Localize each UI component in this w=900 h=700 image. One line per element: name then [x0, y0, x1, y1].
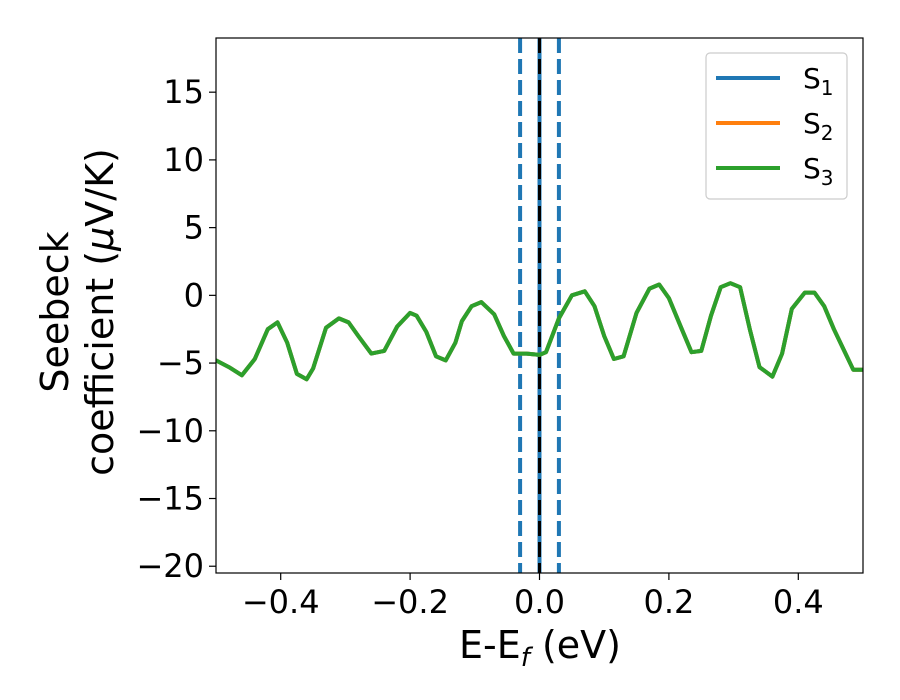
y-tick-label: −10 — [136, 412, 204, 450]
legend: S1 S2 S3 — [705, 52, 848, 200]
reference-lines — [518, 38, 561, 573]
y-tick-label: −20 — [136, 547, 204, 585]
legend-box — [705, 52, 848, 200]
x-tick-label: −0.2 — [371, 583, 449, 621]
y-axis-label-line1: Seebeck — [33, 231, 77, 392]
x-axis: −0.4 −0.2 0.0 0.2 0.4 — [242, 573, 824, 621]
y-tick-label: −5 — [157, 344, 204, 382]
x-axis-label: E-Ef (eV) — [459, 623, 621, 673]
y-axis: 15 10 5 0 −5 −10 −15 −20 — [136, 73, 216, 585]
x-axis-label-main: E-E — [459, 623, 521, 667]
y-axis-label-mu: μ — [78, 227, 122, 252]
y-axis-label-line2: coefficient (μV/K) — [78, 148, 122, 476]
y-axis-label-pre: coefficient ( — [78, 251, 122, 476]
series-layer — [216, 281, 863, 382]
y-tick-label: −15 — [136, 480, 204, 518]
legend-label: S2 — [803, 107, 834, 145]
x-axis-label-unit: (eV) — [530, 623, 621, 667]
series-line-s3 — [216, 281, 863, 382]
x-tick-label: −0.4 — [242, 583, 320, 621]
y-axis-label-post: V/K) — [78, 148, 122, 227]
x-tick-label: 0.4 — [773, 583, 824, 621]
x-tick-label: 0.0 — [514, 583, 565, 621]
y-tick-label: 15 — [163, 73, 204, 111]
x-tick-label: 0.2 — [643, 583, 694, 621]
y-tick-label: 10 — [163, 141, 204, 179]
legend-label: S1 — [803, 62, 834, 100]
y-tick-label: 0 — [184, 276, 204, 314]
legend-label: S3 — [803, 152, 834, 190]
y-tick-label: 5 — [184, 209, 204, 247]
y-axis-label: Seebeck coefficient (μV/K) — [33, 148, 122, 476]
